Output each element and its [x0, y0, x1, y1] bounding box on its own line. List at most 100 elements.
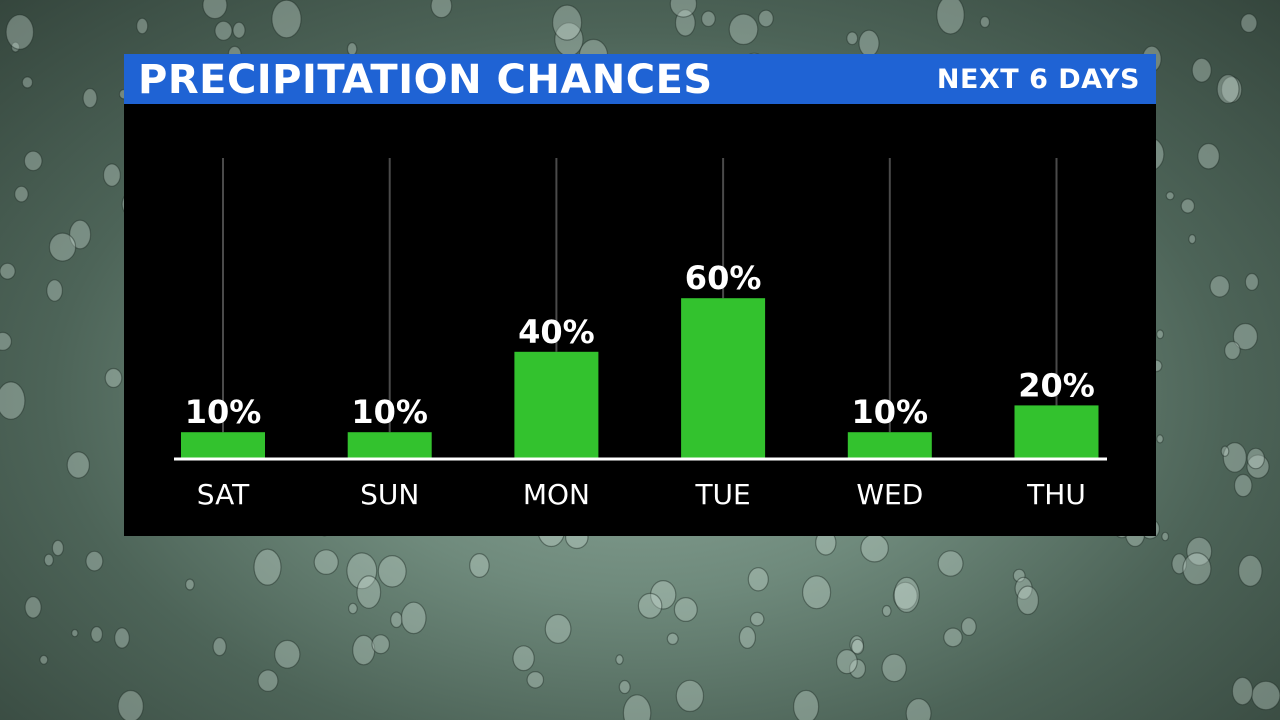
raindrop — [1197, 142, 1220, 170]
raindrop — [202, 0, 228, 20]
raindrop — [675, 679, 705, 713]
raindrop — [1156, 434, 1164, 444]
raindrop — [1216, 73, 1240, 104]
raindrop — [1182, 552, 1212, 586]
raindrop — [10, 41, 21, 53]
raindrop — [1246, 447, 1266, 470]
raindrop — [0, 331, 12, 351]
bar-sat — [181, 432, 265, 459]
raindrop — [512, 645, 535, 672]
raindrop — [46, 279, 63, 302]
raindrop — [1016, 585, 1040, 616]
raindrop — [544, 613, 572, 644]
raindrop — [1251, 680, 1280, 711]
raindrop — [881, 604, 892, 617]
value-label-wed: 10% — [852, 393, 929, 431]
raindrop — [1240, 13, 1258, 33]
raindrop — [184, 578, 195, 591]
raindrop — [400, 601, 427, 635]
raindrop — [313, 549, 339, 575]
raindrop — [377, 554, 407, 588]
raindrop — [1165, 191, 1175, 201]
raindrop — [21, 76, 34, 89]
raindrop — [1180, 198, 1196, 214]
raindrop — [117, 689, 144, 720]
raindrop — [102, 163, 121, 187]
value-label-thu: 20% — [1018, 366, 1095, 404]
x-tick-label-sat: SAT — [197, 478, 250, 511]
raindrop — [1209, 275, 1230, 298]
raindrop — [738, 626, 757, 649]
raindrop — [673, 596, 698, 622]
raindrop — [232, 21, 246, 39]
raindrop — [937, 550, 964, 577]
raindrop — [0, 262, 16, 280]
raindrop — [214, 20, 233, 41]
raindrop — [701, 10, 716, 28]
bar-thu — [1014, 405, 1099, 459]
raindrop — [674, 8, 696, 37]
value-label-tue: 60% — [685, 259, 762, 297]
raindrop — [348, 602, 358, 615]
raindrop — [860, 533, 889, 563]
x-tick-label-sun: SUN — [360, 478, 419, 511]
raindrop — [747, 567, 769, 592]
raindrop — [1220, 445, 1230, 457]
raindrop — [0, 381, 26, 420]
raindrop — [1222, 442, 1247, 473]
raindrop — [1220, 75, 1243, 104]
raindrop — [622, 694, 652, 720]
raindrop — [114, 627, 130, 649]
chart-subtitle: NEXT 6 DAYS — [936, 64, 1140, 95]
raindrop — [352, 634, 376, 666]
bar-wed — [847, 432, 932, 459]
raindrop — [848, 658, 866, 679]
raindrop — [356, 575, 382, 609]
x-tick-label-thu: THU — [1026, 478, 1086, 511]
raindrop — [637, 592, 663, 619]
raindrop — [849, 635, 864, 654]
raindrop — [90, 625, 103, 643]
raindrop — [858, 29, 880, 57]
raindrop — [892, 581, 918, 610]
raindrop — [469, 552, 490, 578]
raindrop — [960, 617, 977, 636]
raindrop — [728, 13, 759, 46]
raindrop — [846, 31, 859, 46]
raindrop — [1156, 329, 1165, 340]
bar-mon — [514, 351, 599, 459]
raindrop — [24, 595, 42, 619]
raindrop — [66, 451, 91, 479]
x-axis-tick-labels: SAT SUN MON TUE WED THU — [197, 478, 1086, 511]
raindrop — [68, 219, 92, 250]
raindrop — [758, 9, 774, 28]
chart-panel — [124, 54, 1156, 536]
raindrop — [1188, 234, 1197, 245]
raindrop — [1191, 57, 1212, 83]
raindrop — [43, 553, 54, 567]
x-tick-label-mon: MON — [523, 478, 590, 511]
raindrop — [1171, 553, 1187, 575]
raindrop — [881, 653, 907, 683]
raindrop — [1014, 576, 1033, 601]
raindrop — [893, 576, 920, 614]
bars — [181, 298, 1099, 459]
raindrop — [257, 669, 279, 692]
raindrop — [51, 539, 65, 557]
raindrop — [666, 632, 679, 646]
value-label-sat: 10% — [185, 393, 262, 431]
raindrop — [430, 0, 453, 19]
raindrop — [85, 550, 104, 572]
raindrop — [905, 698, 932, 720]
chart-header: PRECIPITATION CHANCES NEXT 6 DAYS — [124, 54, 1156, 104]
chart-title: PRECIPITATION CHANCES — [138, 57, 713, 103]
raindrop — [71, 628, 79, 638]
raindrop — [82, 87, 98, 109]
raindrop — [212, 636, 227, 657]
raindrop — [1233, 473, 1253, 498]
raindrop — [526, 670, 545, 689]
raindrop — [850, 638, 865, 655]
raindrop — [650, 579, 677, 610]
raindrop — [1238, 554, 1263, 587]
bar-chart: 10% 10% 40% 60% 10% 20% SAT SUN MON TUE WED THU — [174, 158, 1107, 511]
